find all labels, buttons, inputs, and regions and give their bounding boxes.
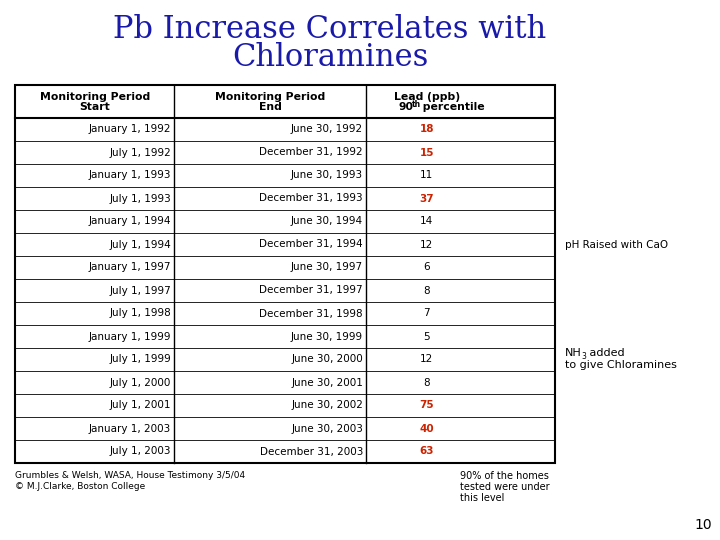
Text: 10: 10 [694,518,712,532]
Text: Start: Start [79,103,110,112]
Text: pH Raised with CaO: pH Raised with CaO [565,240,668,249]
Text: July 1, 1998: July 1, 1998 [109,308,171,319]
Text: June 30, 2002: June 30, 2002 [291,401,363,410]
Text: December 31, 1998: December 31, 1998 [259,308,363,319]
Text: 18: 18 [420,125,434,134]
Text: June 30, 1992: June 30, 1992 [291,125,363,134]
Text: June 30, 2000: June 30, 2000 [292,354,363,364]
Text: 90% of the homes: 90% of the homes [460,471,549,481]
Text: December 31, 1994: December 31, 1994 [259,240,363,249]
Text: July 1, 1999: July 1, 1999 [109,354,171,364]
Text: 14: 14 [420,217,433,226]
Text: 3: 3 [581,352,586,361]
Text: 15: 15 [420,147,434,158]
Text: End: End [258,103,282,112]
Text: 5: 5 [423,332,430,341]
Text: 11: 11 [420,171,433,180]
Text: 90: 90 [399,103,414,112]
Text: to give Chloramines: to give Chloramines [565,361,677,370]
Text: 8: 8 [423,286,430,295]
Text: June 30, 1993: June 30, 1993 [291,171,363,180]
Text: January 1, 1993: January 1, 1993 [89,171,171,180]
Text: December 31, 1992: December 31, 1992 [259,147,363,158]
Text: December 31, 1993: December 31, 1993 [259,193,363,204]
Text: 63: 63 [420,447,434,456]
Text: 37: 37 [420,193,434,204]
Text: June 30, 1999: June 30, 1999 [291,332,363,341]
Text: July 1, 1992: July 1, 1992 [109,147,171,158]
Text: Monitoring Period: Monitoring Period [40,91,150,102]
Bar [15,85,555,463]
Text: June 30, 1994: June 30, 1994 [291,217,363,226]
Text: January 1, 1997: January 1, 1997 [89,262,171,273]
Text: January 1, 1994: January 1, 1994 [89,217,171,226]
Text: Monitoring Period: Monitoring Period [215,91,325,102]
Text: July 1, 1997: July 1, 1997 [109,286,171,295]
Text: 12: 12 [420,354,433,364]
Text: 40: 40 [420,423,434,434]
Text: 12: 12 [420,240,433,249]
Text: June 30, 2001: June 30, 2001 [291,377,363,388]
Text: July 1, 1993: July 1, 1993 [109,193,171,204]
Text: July 1, 2000: July 1, 2000 [110,377,171,388]
Text: July 1, 1994: July 1, 1994 [109,240,171,249]
Text: 8: 8 [423,377,430,388]
Text: NH: NH [565,348,582,359]
Text: June 30, 1997: June 30, 1997 [291,262,363,273]
Text: January 1, 2003: January 1, 2003 [89,423,171,434]
Text: 75: 75 [420,401,434,410]
Text: percentile: percentile [419,103,485,112]
Text: January 1, 1992: January 1, 1992 [89,125,171,134]
Text: July 1, 2003: July 1, 2003 [109,447,171,456]
Text: added: added [586,348,625,359]
Text: July 1, 2001: July 1, 2001 [109,401,171,410]
Text: December 31, 1997: December 31, 1997 [259,286,363,295]
Text: © M.J.Clarke, Boston College: © M.J.Clarke, Boston College [15,482,145,491]
Text: 7: 7 [423,308,430,319]
Text: Grumbles & Welsh, WASA, House Testimony 3/5/04: Grumbles & Welsh, WASA, House Testimony … [15,471,245,480]
Text: Pb Increase Correlates with: Pb Increase Correlates with [113,15,546,45]
Text: this level: this level [460,493,505,503]
Text: tested were under: tested were under [460,482,549,492]
Text: Lead (ppb): Lead (ppb) [394,91,460,102]
Text: January 1, 1999: January 1, 1999 [89,332,171,341]
Text: December 31, 2003: December 31, 2003 [260,447,363,456]
Text: th: th [412,100,421,109]
Text: Chloramines: Chloramines [232,42,428,72]
Text: June 30, 2003: June 30, 2003 [291,423,363,434]
Text: 6: 6 [423,262,430,273]
